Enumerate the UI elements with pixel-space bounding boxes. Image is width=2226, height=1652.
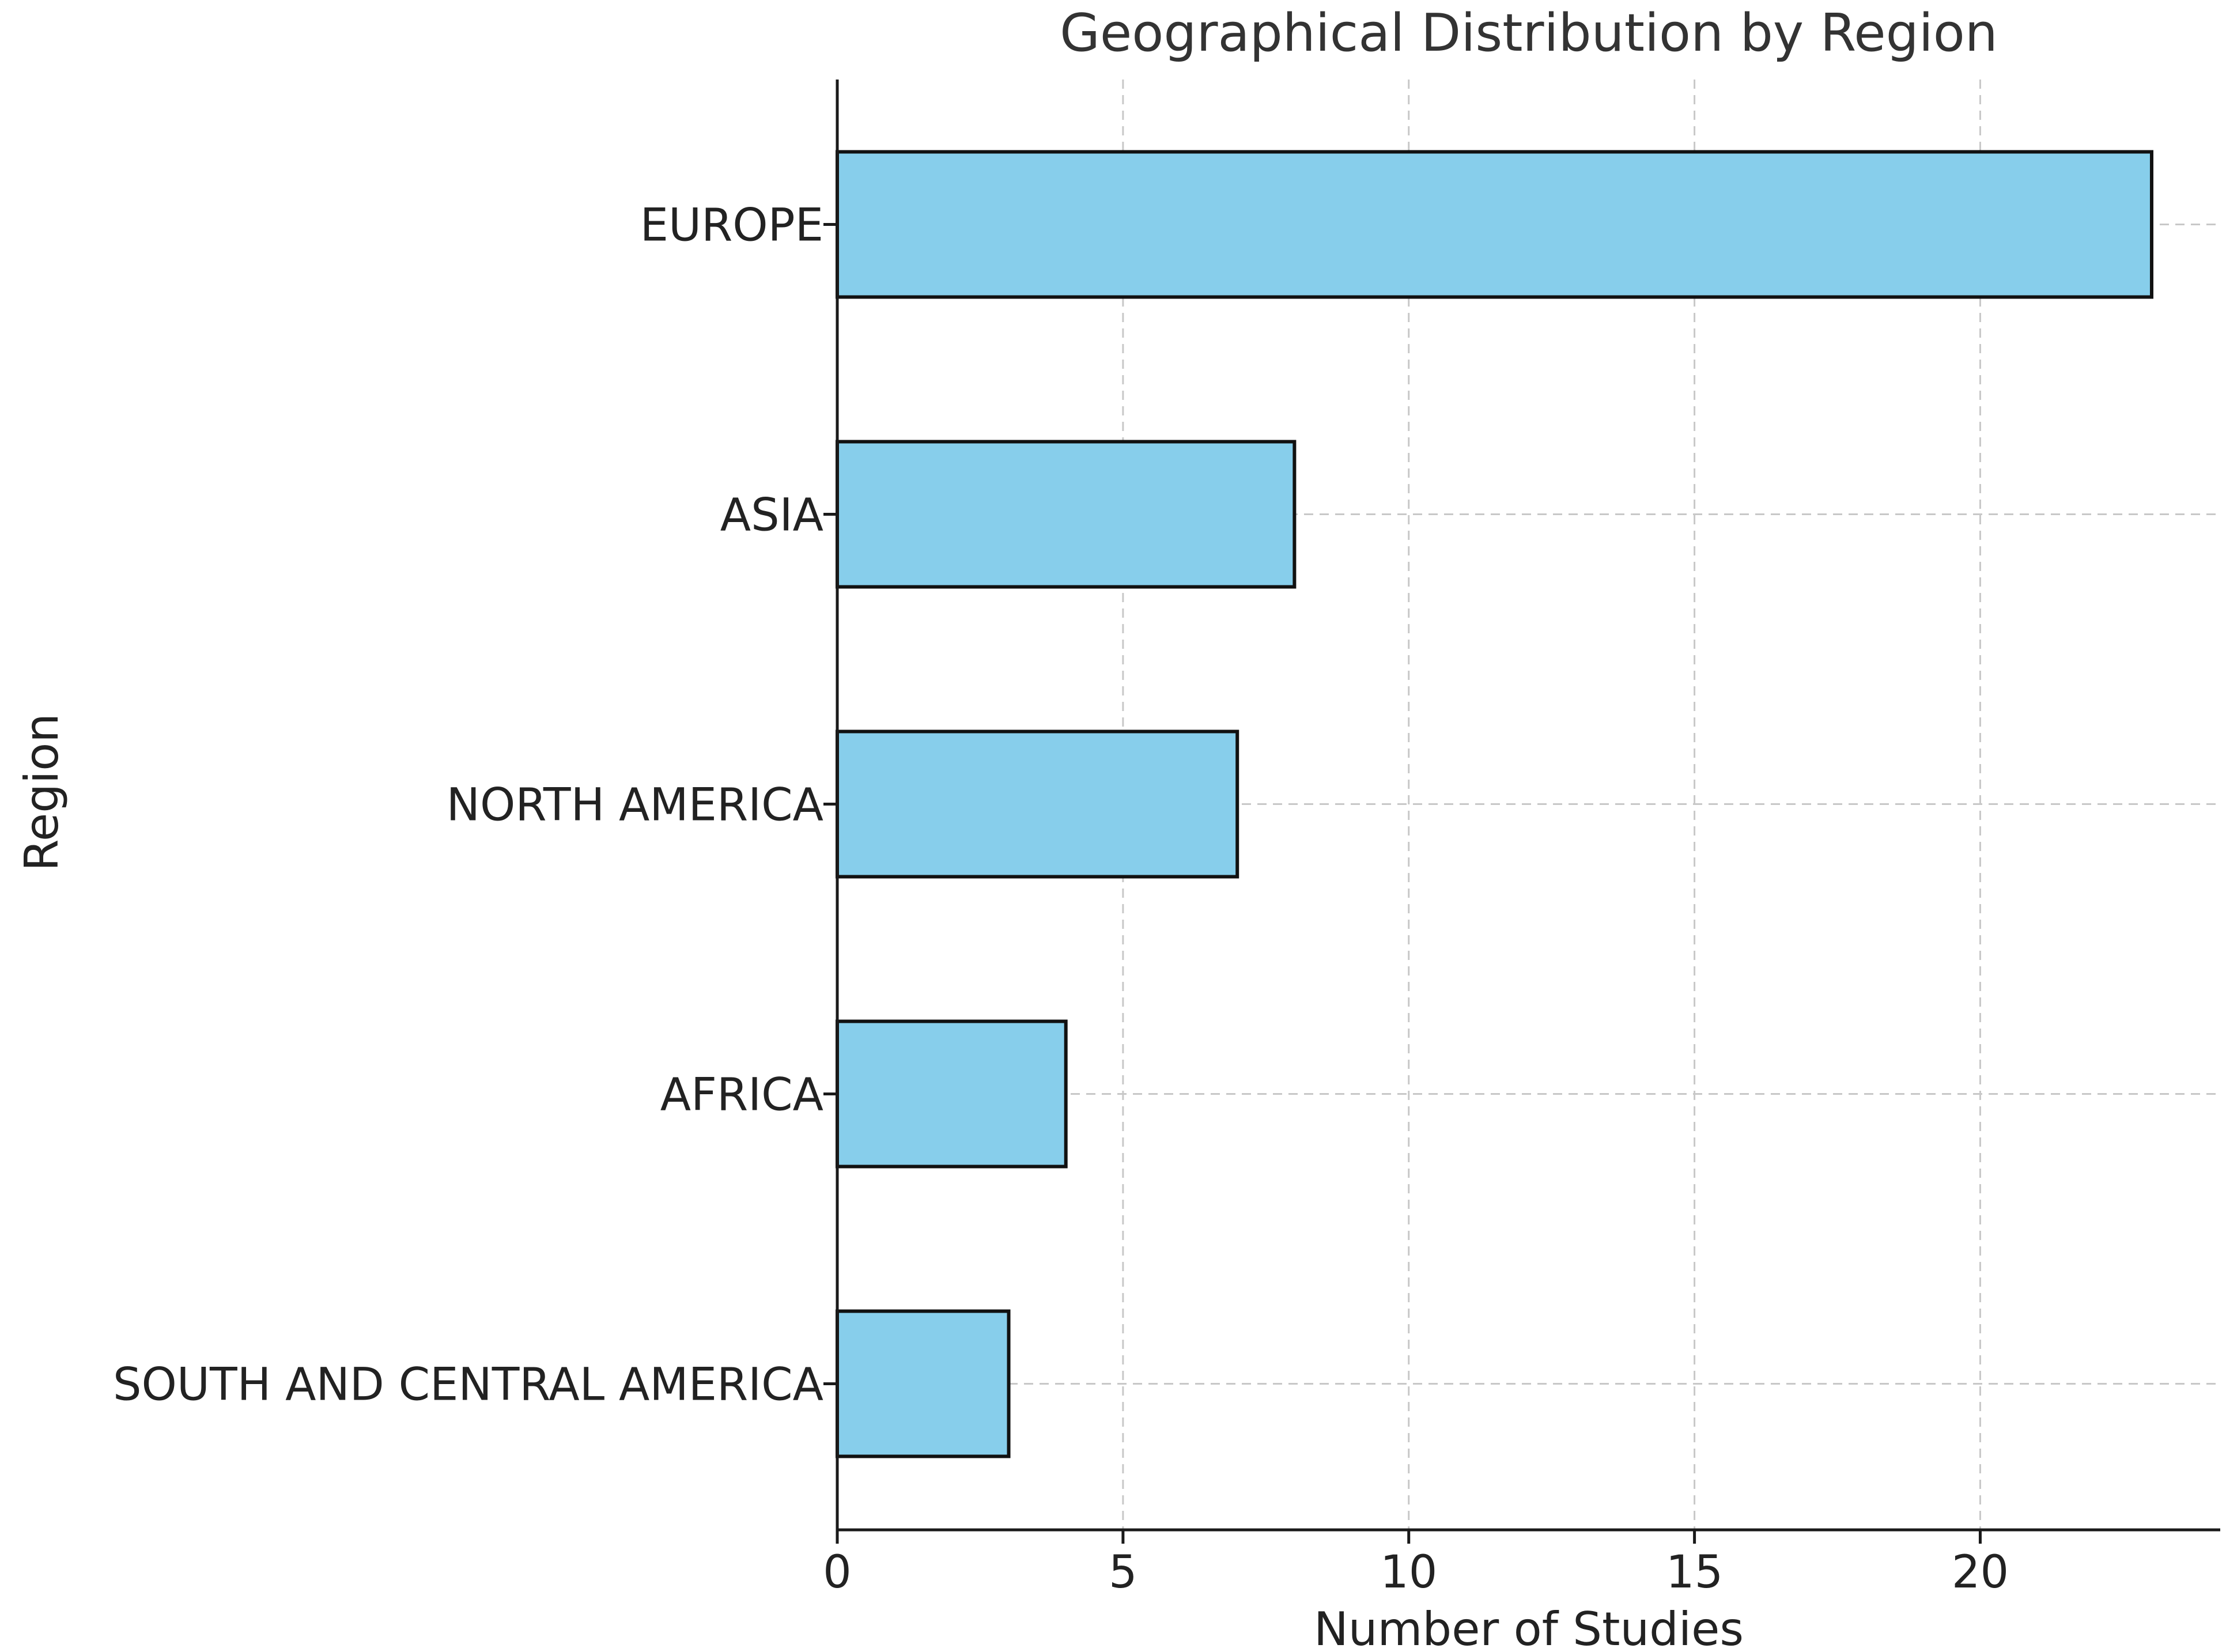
ticks: 0 5 10 15 20 EUROPE ASIA NORTH AMERICA AFRICA SOU… xyxy=(113,200,2009,1599)
x-tick-label: 5 xyxy=(1109,1547,1137,1598)
bar xyxy=(836,440,1297,589)
y-tick-label: NORTH AMERICA xyxy=(447,780,823,831)
y-tick-label: SOUTH AND CENTRAL AMERICA xyxy=(113,1359,823,1411)
bar xyxy=(836,1309,1011,1458)
bar xyxy=(836,150,2153,299)
x-tick-label: 20 xyxy=(1952,1547,2009,1598)
y-tick-label: ASIA xyxy=(720,490,823,542)
bar xyxy=(836,1019,1068,1169)
y-tick-label: AFRICA xyxy=(660,1069,823,1121)
x-tick-label: 0 xyxy=(823,1547,852,1598)
x-tick-label: 15 xyxy=(1666,1547,1723,1598)
grid-lines xyxy=(837,80,2220,1530)
y-tick-label: EUROPE xyxy=(640,200,823,252)
x-axis-title: Number of Studies xyxy=(1314,1602,1744,1652)
chart-title: Geographical Distribution by Region xyxy=(1060,3,1998,63)
bars xyxy=(836,150,2153,1458)
bar xyxy=(836,729,1239,879)
y-axis-title: Region xyxy=(15,713,69,871)
x-tick-label: 10 xyxy=(1380,1547,1437,1598)
